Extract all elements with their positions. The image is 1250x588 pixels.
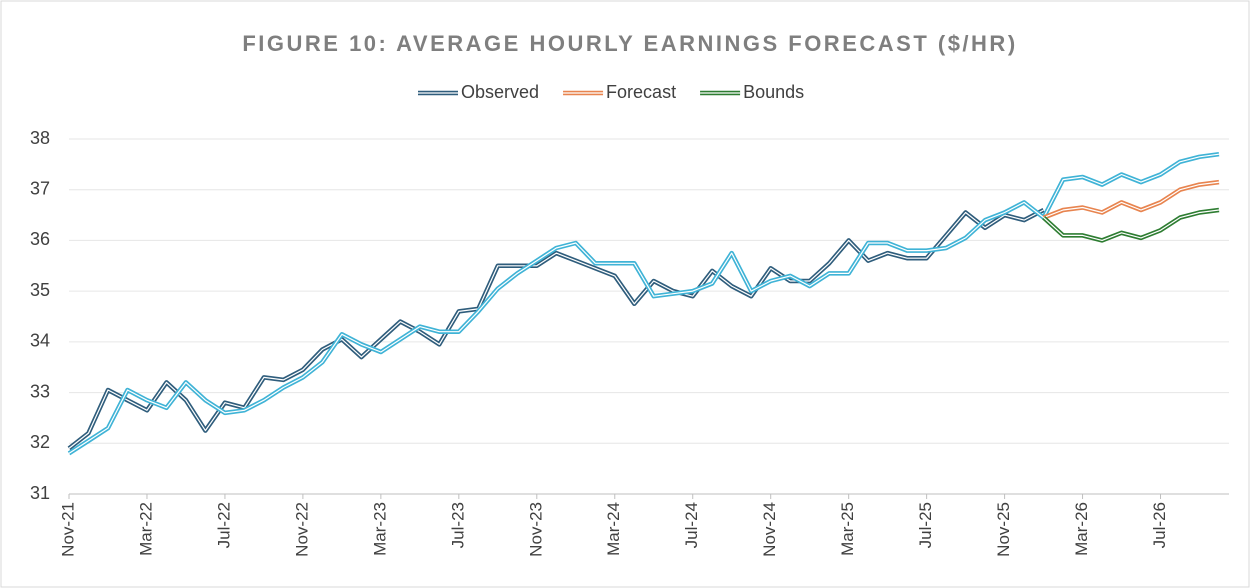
x-tick-label: Nov-25	[994, 502, 1013, 557]
x-tick-label: Jul-26	[1150, 502, 1169, 548]
legend-label: Observed	[461, 82, 539, 102]
x-tick-label: Mar-23	[370, 502, 389, 556]
chart-title: FIGURE 10: AVERAGE HOURLY EARNINGS FOREC…	[242, 31, 1017, 56]
y-tick-label: 32	[30, 432, 50, 452]
series-line-inner	[68, 153, 1220, 454]
x-tick-label: Jul-23	[448, 502, 467, 548]
x-tick-label: Mar-25	[838, 502, 857, 556]
x-tick-label: Mar-26	[1072, 502, 1091, 556]
y-tick-label: 35	[30, 280, 50, 300]
series-line-inner	[1043, 209, 1220, 241]
series-line-inner	[68, 209, 1044, 449]
y-tick-label: 34	[30, 331, 50, 351]
y-tick-label: 36	[30, 229, 50, 249]
x-tick-label: Jul-22	[214, 502, 233, 548]
y-tick-label: 38	[30, 128, 50, 148]
y-tick-label: 31	[30, 483, 50, 503]
x-tick-label: Jul-24	[682, 502, 701, 548]
y-tick-label: 33	[30, 381, 50, 401]
legend-label: Forecast	[606, 82, 676, 102]
x-tick-label: Jul-25	[916, 502, 935, 548]
x-tick-label: Mar-24	[604, 502, 623, 556]
legend-label: Bounds	[743, 82, 804, 102]
x-tick-label: Nov-21	[58, 502, 77, 557]
x-tick-label: Mar-22	[136, 502, 155, 556]
y-tick-label: 37	[30, 178, 50, 198]
x-tick-label: Nov-22	[292, 502, 311, 557]
x-tick-label: Nov-23	[526, 502, 545, 557]
series-line-inner	[1043, 181, 1220, 219]
x-tick-label: Nov-24	[760, 502, 779, 557]
